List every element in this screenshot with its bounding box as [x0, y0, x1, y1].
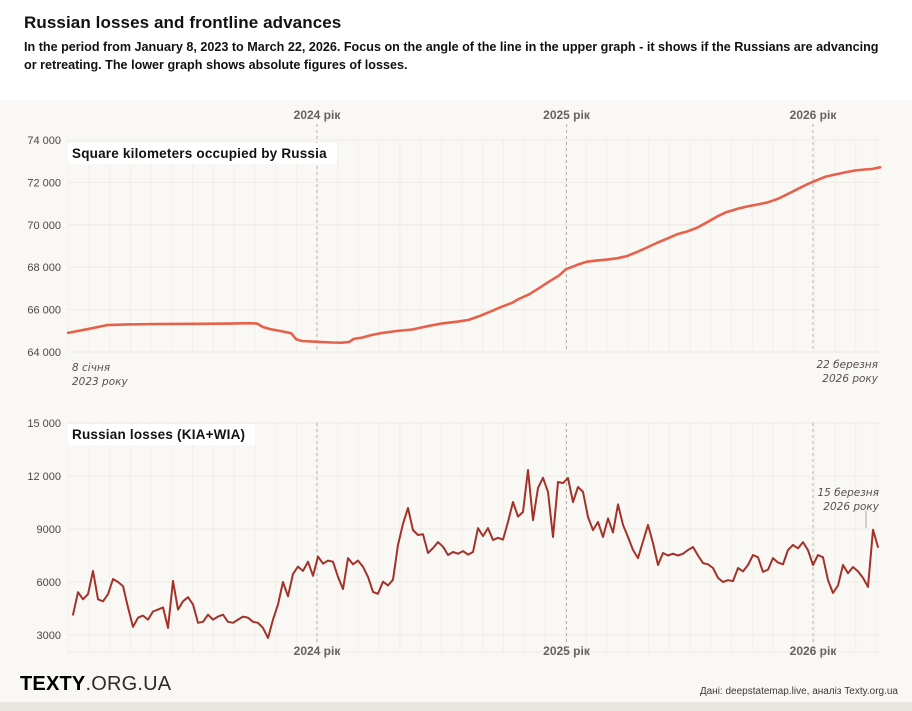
svg-text:70 000: 70 000 [27, 220, 61, 232]
svg-text:6000: 6000 [37, 577, 61, 589]
svg-text:68 000: 68 000 [27, 262, 61, 274]
occupied-chart-title: Square kilometers occupied by Russia [68, 143, 337, 164]
brand-logo: TEXTY.ORG.UA [20, 673, 171, 696]
losses-chart: 15 000 12 000 9000 6000 3000 2024 рік 2025 рік… [27, 418, 880, 658]
bottom-band [0, 702, 912, 711]
svg-text:2024 рік: 2024 рік [294, 108, 342, 122]
brand-logo-rest: .ORG.UA [85, 673, 172, 695]
svg-text:9000: 9000 [37, 524, 61, 536]
start-date-annotation: 8 січня 2023 року [72, 361, 128, 389]
page-title: Russian losses and frontline advances [24, 13, 724, 33]
page-subtitle: In the period from January 8, 2023 to Ma… [24, 39, 892, 75]
svg-text:2026 рік: 2026 рік [790, 644, 838, 658]
svg-text:64 000: 64 000 [27, 347, 61, 359]
svg-text:2024 рік: 2024 рік [294, 644, 342, 658]
brand-logo-bold: TEXTY [20, 673, 86, 695]
start-date-line1: 8 січня [72, 362, 111, 374]
losses-peak-line1: 15 березня [817, 487, 879, 499]
svg-text:2025 рік: 2025 рік [543, 108, 591, 122]
svg-text:72 000: 72 000 [27, 177, 61, 189]
losses-peak-annotation: 15 березня 2026 року [817, 486, 879, 514]
occupied-area-chart: 74 000 72 000 70 000 68 000 66 000 64 000 2024… [27, 108, 882, 359]
svg-text:66 000: 66 000 [27, 305, 61, 317]
svg-text:3000: 3000 [37, 630, 61, 642]
svg-text:15 000: 15 000 [27, 418, 61, 430]
start-date-line2: 2023 року [72, 376, 128, 389]
svg-text:74 000: 74 000 [27, 135, 61, 147]
svg-text:2026 рік: 2026 рік [790, 108, 838, 122]
svg-text:2025 рік: 2025 рік [543, 644, 591, 658]
svg-text:12 000: 12 000 [27, 471, 61, 483]
data-credit: Дані: deepstatemap.live, аналіз Texty.or… [699, 686, 898, 697]
end-date-line1: 22 березня [816, 359, 878, 371]
losses-peak-line2: 2026 року [823, 501, 879, 514]
end-date-line2: 2026 року [822, 373, 878, 386]
end-date-annotation: 22 березня 2026 року [816, 358, 878, 386]
losses-chart-title: Russian losses (KIA+WIA) [68, 424, 256, 445]
